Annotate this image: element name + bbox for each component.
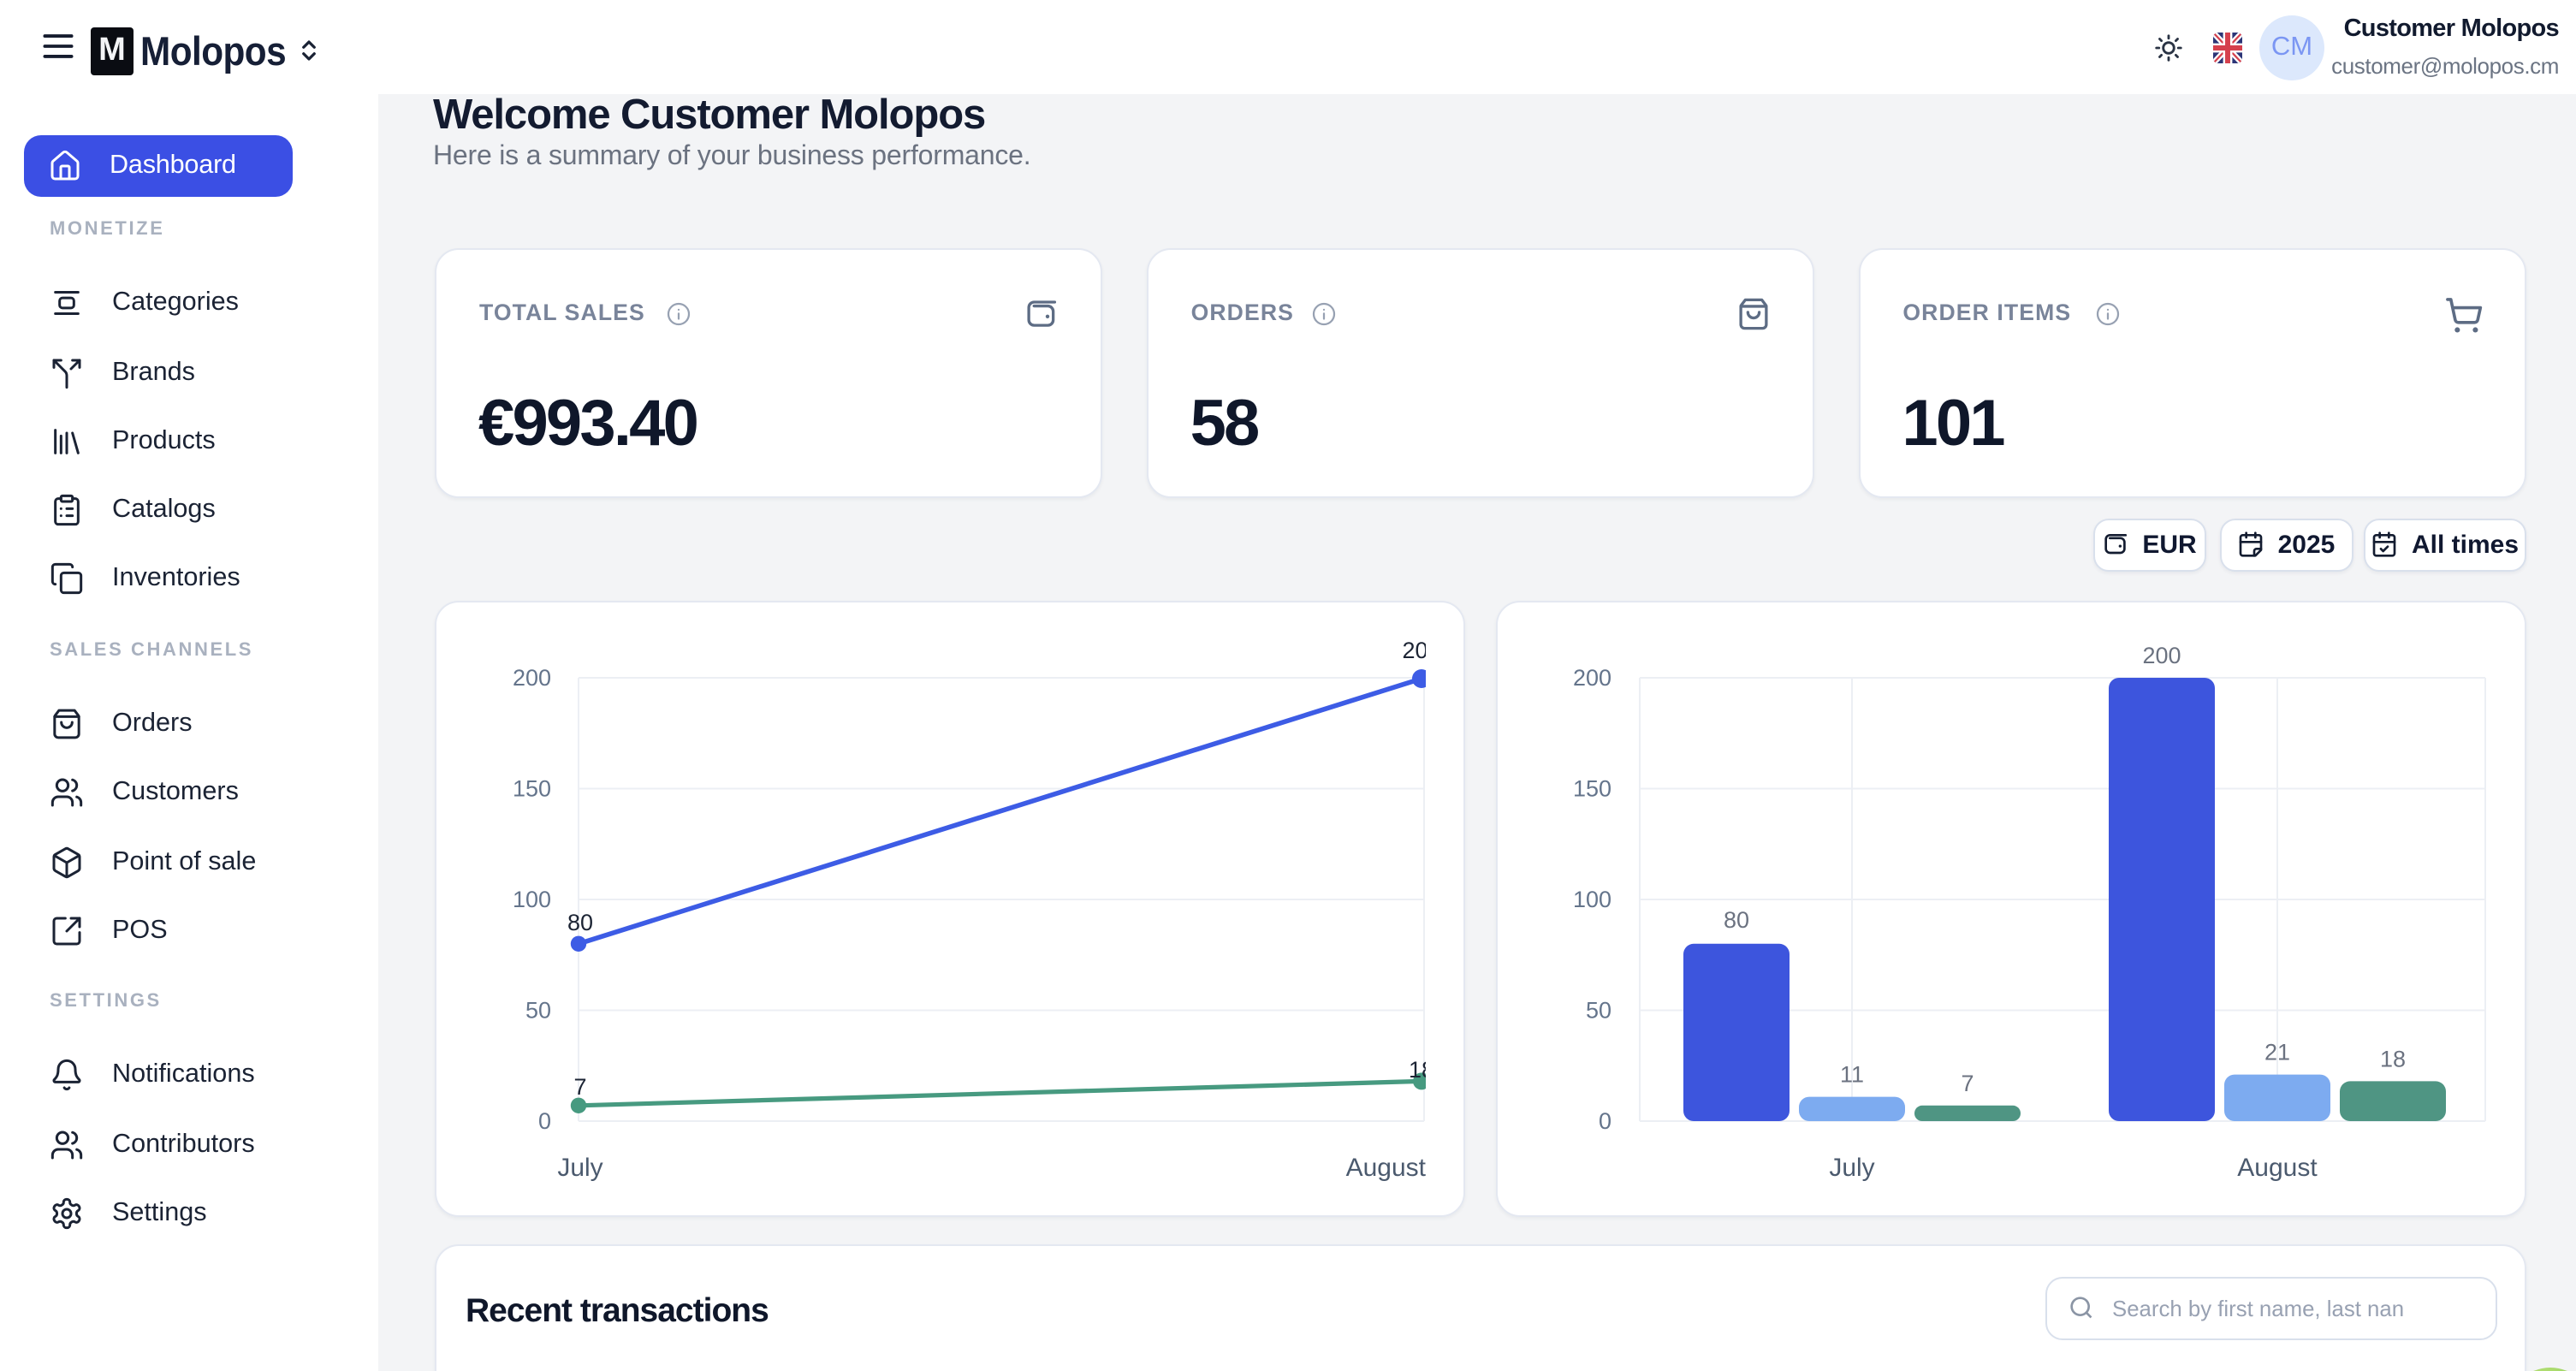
svg-text:August: August — [1346, 1154, 1427, 1182]
svg-text:200: 200 — [513, 665, 551, 691]
svg-text:50: 50 — [525, 998, 551, 1024]
svg-text:200: 200 — [1402, 638, 1440, 663]
svg-text:80: 80 — [567, 910, 593, 935]
svg-text:0: 0 — [1599, 1108, 1611, 1134]
svg-text:18: 18 — [2380, 1046, 2406, 1071]
svg-text:11: 11 — [1840, 1062, 1864, 1088]
svg-text:0: 0 — [538, 1108, 551, 1134]
svg-text:July: July — [557, 1154, 602, 1182]
svg-text:150: 150 — [1573, 776, 1611, 802]
svg-text:August: August — [2237, 1154, 2318, 1182]
svg-text:150: 150 — [513, 776, 551, 802]
svg-text:100: 100 — [513, 887, 551, 912]
svg-text:7: 7 — [1961, 1071, 1974, 1096]
svg-text:7: 7 — [573, 1074, 586, 1100]
svg-text:100: 100 — [1573, 887, 1611, 912]
svg-text:21: 21 — [2264, 1040, 2290, 1065]
svg-text:18: 18 — [1409, 1057, 1434, 1083]
svg-text:200: 200 — [2142, 643, 2181, 668]
svg-text:50: 50 — [1586, 998, 1611, 1024]
svg-text:200: 200 — [1573, 665, 1611, 691]
svg-text:July: July — [1829, 1154, 1874, 1182]
svg-text:80: 80 — [1724, 907, 1749, 933]
